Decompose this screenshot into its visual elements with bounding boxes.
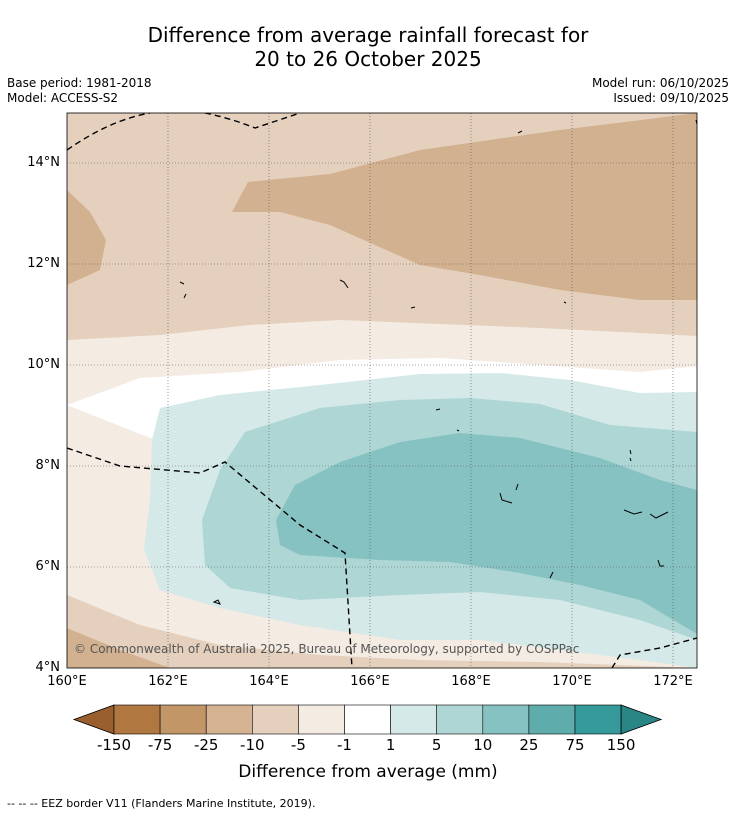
island xyxy=(179,281,187,299)
colorbar-segment xyxy=(436,704,484,735)
colorbar-segment xyxy=(482,704,530,735)
colorbar-segment xyxy=(298,704,345,735)
island xyxy=(212,599,221,605)
colorbar-tick-label: -25 xyxy=(193,736,219,754)
lat-label: 6°N xyxy=(35,559,61,574)
colorbar-segment xyxy=(344,704,391,735)
colorbar-tick-label: 150 xyxy=(606,736,636,754)
eez-border-north xyxy=(67,113,301,151)
island xyxy=(435,408,460,432)
colorbar-segment xyxy=(574,704,622,735)
colorbar-tick-label: -10 xyxy=(240,736,265,754)
islands xyxy=(179,119,698,605)
map-title-line-2: 20 to 26 October 2025 xyxy=(254,47,482,71)
map-frame xyxy=(66,112,698,669)
base-period: Base period: 1981-2018 xyxy=(7,76,152,90)
eez-borders xyxy=(67,113,697,668)
metadata-right: Model run: 06/10/2025 Issued: 09/10/2025 xyxy=(592,76,729,106)
colorbar-tick-label: -1 xyxy=(337,736,352,754)
eez-legend-note: -- -- -- EEZ border V11 (Flanders Marine… xyxy=(7,797,316,810)
lon-label: 162°E xyxy=(148,674,188,689)
gridlines xyxy=(67,113,697,668)
lat-label: 4°N xyxy=(35,660,61,675)
colorbar-segment xyxy=(528,704,576,735)
model-run-date: Model run: 06/10/2025 xyxy=(591,76,729,90)
contour-wet-10 xyxy=(276,433,697,634)
colorbar-extend-high xyxy=(620,704,663,735)
lat-label: 12°N xyxy=(27,256,60,271)
lat-label: 8°N xyxy=(35,458,61,473)
lon-label: 166°E xyxy=(350,674,390,689)
eez-border-southeast xyxy=(611,637,697,668)
colorbar-label: Difference from average (mm) xyxy=(238,762,498,782)
contour-dry-25-west xyxy=(67,190,106,285)
colorbar-segment xyxy=(113,704,161,735)
colorbar-tick-label: 5 xyxy=(431,736,442,754)
island xyxy=(623,509,669,519)
colorbar-tick-label: -75 xyxy=(147,736,173,754)
colorbar-segment xyxy=(205,704,253,735)
island xyxy=(517,130,523,134)
island xyxy=(339,279,349,289)
colorbar-extend-low xyxy=(72,704,115,735)
contour-dry-25 xyxy=(232,113,697,300)
lon-label: 172°E xyxy=(653,674,693,689)
colorbar-tick-label: -150 xyxy=(96,736,132,754)
colorbar-segment xyxy=(390,704,438,735)
colorbar-tick-label: 75 xyxy=(565,736,585,754)
lon-label: 160°E xyxy=(47,674,87,689)
map-title-line-1: Difference from average rainfall forecas… xyxy=(147,23,589,47)
lon-label: 168°E xyxy=(451,674,491,689)
lon-label: 164°E xyxy=(249,674,289,689)
island xyxy=(549,571,554,579)
colorbar-tick-label: 1 xyxy=(385,736,396,754)
metadata-left: Base period: 1981-2018 Model: ACCESS-S2 xyxy=(7,76,152,106)
lat-label: 14°N xyxy=(27,155,60,170)
contour-dry-south-10 xyxy=(67,595,697,668)
eez-border-west xyxy=(67,447,353,668)
contour-dry-west-small xyxy=(78,478,108,516)
colorbar-tick-label: 25 xyxy=(519,736,539,754)
colorbar-segment xyxy=(252,704,299,735)
colorbar-segment xyxy=(159,704,207,735)
issued-date: Issued: 09/10/2025 xyxy=(613,91,729,105)
model-name: Model: ACCESS-S2 xyxy=(7,91,119,105)
lon-label: 170°E xyxy=(552,674,592,689)
island xyxy=(410,306,416,309)
island xyxy=(657,559,664,567)
colorbar-tick-label: -5 xyxy=(290,736,306,754)
island xyxy=(563,301,567,304)
island xyxy=(629,449,632,462)
copyright-notice: © Commonwealth of Australia 2025, Bureau… xyxy=(74,642,580,656)
colorbar-tick-label: 10 xyxy=(473,736,493,754)
lat-label: 10°N xyxy=(27,357,60,372)
contour-dry-south-25 xyxy=(67,628,170,668)
island xyxy=(499,483,519,504)
